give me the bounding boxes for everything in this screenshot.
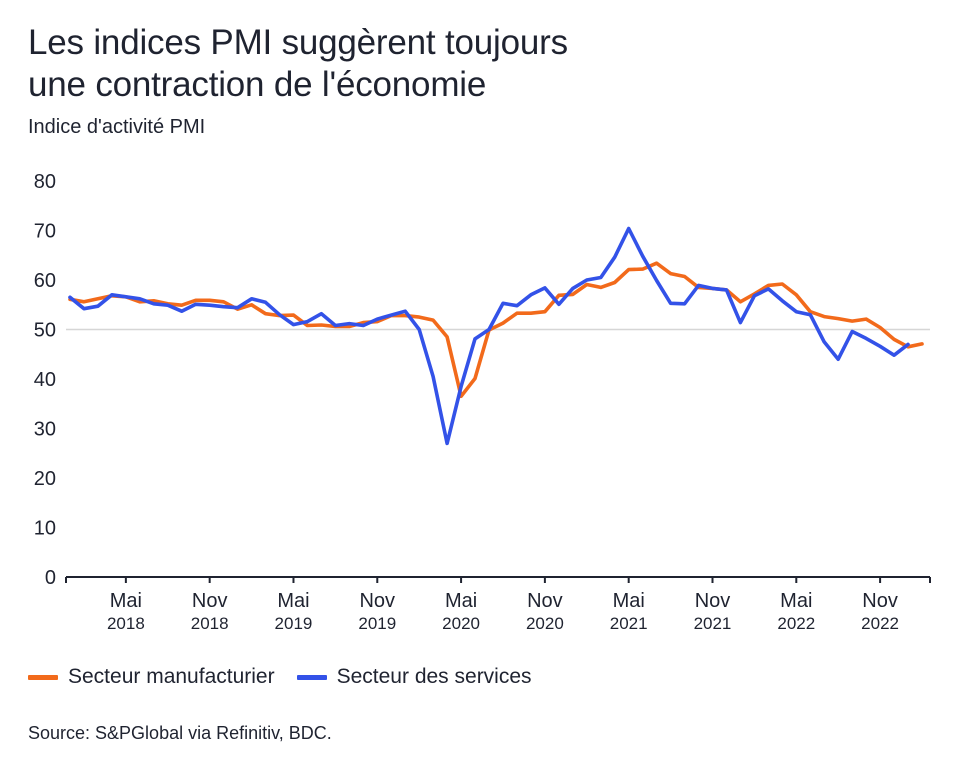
x-tick-label-year: 2021	[694, 614, 732, 633]
pmi-line-chart: 0 10 20 30 40 50 60 70 80 Mai 2018 Nov 2018 Mai 2019 No…	[34, 171, 931, 633]
series-line-manufacturing	[68, 261, 924, 399]
y-tick-label: 50	[34, 320, 56, 342]
y-tick-label: 0	[45, 567, 56, 589]
x-tick-label-year: 2020	[526, 614, 564, 633]
y-tick-label: 30	[34, 419, 56, 441]
x-tick-label-month: Nov	[192, 590, 228, 612]
series-line-services	[68, 226, 910, 446]
x-tick-label-month: Mai	[613, 590, 645, 612]
x-tick-label-year: 2019	[358, 614, 396, 633]
x-tick-label-year: 2020	[442, 614, 480, 633]
x-tick-label-year: 2018	[107, 614, 145, 633]
x-tick-label-month: Mai	[780, 590, 812, 612]
x-tick-label-year: 2018	[191, 614, 229, 633]
chart-title-line2: une contraction de l'économie	[28, 65, 487, 104]
legend-swatch-services	[296, 674, 327, 680]
y-tick-label: 40	[34, 369, 56, 391]
source-note: Source: S&PGlobal via Refinitiv, BDC.	[28, 723, 332, 743]
legend: Secteur manufacturier Secteur des servic…	[28, 665, 554, 689]
chart-title-line1: Les indices PMI suggèrent toujours	[28, 23, 568, 62]
y-tick-label: 10	[34, 518, 56, 540]
y-tick-label: 80	[34, 171, 56, 193]
chart-subtitle: Indice d'activité PMI	[28, 116, 206, 138]
x-tick-label-year: 2019	[275, 614, 313, 633]
legend-label-manufacturing: Secteur manufacturier	[68, 665, 275, 688]
legend-item-manufacturing: Secteur manufacturier	[28, 665, 275, 689]
x-tick-label-month: Mai	[110, 590, 142, 612]
x-tick-label-year: 2022	[861, 614, 899, 633]
x-tick-label-month: Nov	[527, 590, 563, 612]
x-tick-label-month: Mai	[277, 590, 309, 612]
x-tick-label-month: Nov	[359, 590, 395, 612]
chart-title: Les indices PMI suggèrent toujours une c…	[28, 22, 928, 106]
x-tick-label-year: 2021	[610, 614, 648, 633]
x-tick-label-month: Nov	[695, 590, 731, 612]
x-tick-label-year: 2022	[777, 614, 815, 633]
legend-label-services: Secteur des services	[336, 665, 532, 688]
x-tick-label-month: Nov	[862, 590, 898, 612]
y-tick-label: 70	[34, 221, 56, 243]
y-tick-label: 60	[34, 270, 56, 292]
y-tick-label: 20	[34, 468, 56, 490]
legend-swatch-manufacturing	[28, 674, 58, 680]
x-tick-label-month: Mai	[445, 590, 477, 612]
legend-item-services: Secteur des services	[296, 665, 532, 689]
